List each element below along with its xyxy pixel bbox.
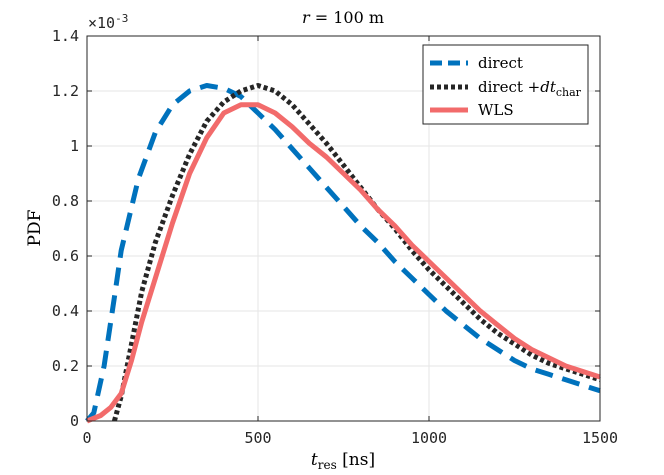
legend: direct direct +dtchar WLS bbox=[422, 44, 589, 125]
y-tick-label: 1.4 bbox=[52, 27, 79, 45]
y-tick-label: 0.4 bbox=[52, 302, 79, 320]
x-tick-label: 1000 bbox=[411, 429, 447, 447]
axis-ticks: 0 500 1000 1500 0 0.2 0.4 0.6 0.8 1 1.2 1.4 bbox=[52, 27, 618, 447]
legend-label-wls: WLS bbox=[478, 101, 514, 119]
series-line-direct bbox=[85, 83, 601, 423]
plot-frame bbox=[86, 35, 601, 422]
y-tick-label: 1.2 bbox=[52, 82, 79, 100]
series-line-direct-dtchar bbox=[111, 83, 601, 422]
chart-title: r = 100 m bbox=[302, 8, 384, 27]
legend-label-direct-dtchar: direct +dtchar bbox=[478, 78, 582, 99]
legend-label-direct: direct bbox=[478, 54, 523, 72]
x-tick-label: 0 bbox=[82, 429, 91, 447]
y-tick-label: 0 bbox=[70, 412, 79, 430]
y-tick-label: 0.2 bbox=[52, 357, 79, 375]
y-exponent-label: ×10-3 bbox=[88, 12, 128, 32]
series-line-wls bbox=[86, 102, 601, 424]
x-axis-label: tres [ns] bbox=[311, 450, 375, 472]
x-tick-label: 500 bbox=[244, 429, 271, 447]
y-tick-label: 1 bbox=[70, 137, 79, 155]
x-tick-label: 1500 bbox=[582, 429, 618, 447]
y-axis-label: PDF bbox=[25, 209, 45, 246]
y-tick-label: 0.8 bbox=[52, 192, 79, 210]
y-tick-label: 0.6 bbox=[52, 247, 79, 265]
series-group bbox=[85, 83, 601, 424]
